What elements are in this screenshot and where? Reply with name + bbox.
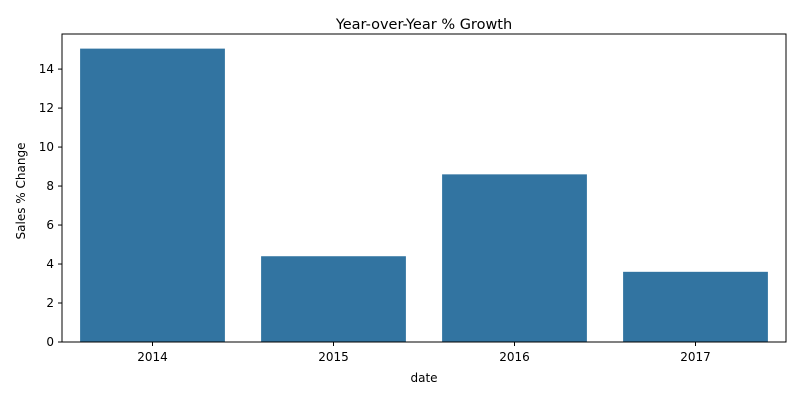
x-axis-label: date bbox=[410, 371, 437, 385]
y-tick-label-2: 2 bbox=[46, 296, 54, 310]
plot-frame bbox=[61, 33, 787, 343]
bar-2016 bbox=[442, 174, 587, 342]
y-tick-label-4: 4 bbox=[46, 257, 54, 271]
x-tick-label-2015: 2015 bbox=[318, 350, 349, 364]
x-axis: 2014 2015 2016 2017 bbox=[137, 342, 711, 364]
y-tick-label-10: 10 bbox=[39, 140, 54, 154]
x-tick-label-2014: 2014 bbox=[137, 350, 168, 364]
bar-2014 bbox=[80, 48, 225, 343]
y-axis: 0 2 4 6 8 10 12 14 bbox=[39, 62, 62, 349]
x-tick-label-2016: 2016 bbox=[499, 350, 530, 364]
chart-title: Year-over-Year % Growth bbox=[335, 17, 512, 33]
y-tick-label-0: 0 bbox=[46, 335, 54, 349]
y-tick-label-14: 14 bbox=[39, 62, 54, 76]
plot-area bbox=[80, 48, 768, 343]
y-tick-label-12: 12 bbox=[39, 101, 54, 115]
bar-2017 bbox=[623, 271, 768, 342]
y-tick-label-8: 8 bbox=[46, 179, 54, 193]
y-axis-label: Sales % Change bbox=[14, 143, 28, 240]
x-tick-label-2017: 2017 bbox=[680, 350, 711, 364]
y-tick-label-6: 6 bbox=[46, 218, 54, 232]
bar-2015 bbox=[261, 256, 406, 342]
